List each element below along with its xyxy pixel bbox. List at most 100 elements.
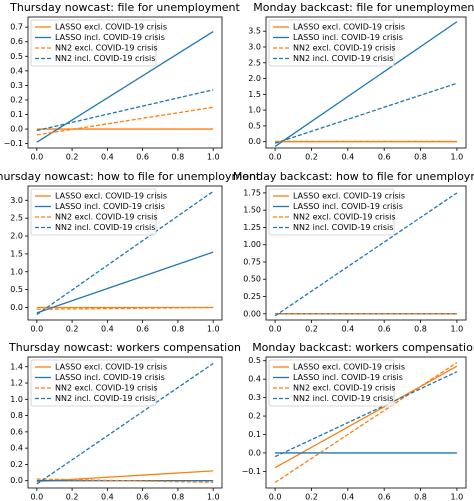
series-line — [274, 21, 458, 147]
series-line — [274, 361, 458, 484]
x-tick-label: 0.4 — [341, 153, 354, 162]
x-tick-label: 0.0 — [30, 153, 43, 162]
y-tick-label: 0.4 — [10, 66, 23, 75]
x-tick-label: 1.0 — [451, 153, 464, 162]
x-tick-label: 1.0 — [451, 493, 464, 501]
x-tick-label: 0.6 — [378, 493, 391, 501]
series-line — [36, 470, 214, 483]
series-line — [36, 478, 214, 483]
x-tick-label: 0.8 — [172, 493, 185, 501]
y-tick-label: 2.0 — [248, 74, 261, 83]
y-tick-label: 1.0 — [248, 106, 261, 115]
y-tick-label: 1.25 — [243, 223, 261, 232]
legend-label: NN2 excl. COVID-19 crisis — [293, 384, 396, 393]
chart-title: Thursday nowcast: file for unemployment — [9, 1, 240, 14]
legend-label: NN2 incl. COVID-19 crisis — [55, 54, 155, 63]
y-tick-label: 2.5 — [10, 214, 23, 223]
y-tick-label: 0.0 — [248, 137, 261, 146]
y-tick-label: 1.00 — [243, 240, 261, 249]
chart-title: Thursday nowcast: workers compensation — [8, 341, 241, 354]
y-tick-label: 1.5 — [248, 90, 261, 99]
y-tick-label: 1.50 — [243, 206, 261, 215]
x-tick-label: 0.4 — [101, 325, 114, 334]
legend-box — [268, 188, 395, 236]
x-tick-label: 0.2 — [305, 493, 318, 501]
legend-label: NN2 excl. COVID-19 crisis — [55, 213, 158, 222]
y-tick-label: 0.7 — [10, 23, 23, 32]
y-tick-label: 1.2 — [10, 379, 23, 388]
y-tick-label: 0.0 — [10, 303, 23, 312]
x-tick-label: 0.6 — [136, 153, 149, 162]
y-tick-label: 1.4 — [10, 362, 23, 371]
legend-label: LASSO incl. COVID-19 crisis — [293, 373, 403, 382]
y-tick-label: 0.0 — [10, 125, 23, 134]
x-tick-label: 1.0 — [207, 493, 220, 501]
y-tick-label: 0.0 — [10, 476, 23, 485]
y-tick-label: 0.6 — [10, 37, 23, 46]
legend-label: NN2 incl. COVID-19 crisis — [55, 223, 155, 232]
legend-label: LASSO excl. COVID-19 crisis — [55, 23, 167, 32]
y-tick-label: 3.0 — [248, 42, 261, 51]
x-tick-label: 0.0 — [269, 325, 282, 334]
x-tick-label: 0.4 — [101, 153, 114, 162]
chart-title: Monday backcast: file for unemployment — [253, 1, 474, 14]
x-tick-label: 0.2 — [66, 325, 79, 334]
legend-label: LASSO excl. COVID-19 crisis — [293, 192, 405, 201]
y-tick-label: 0.8 — [10, 411, 23, 420]
y-tick-label: 0.3 — [248, 393, 261, 402]
chart-title: Monday backcast: workers compensation — [252, 341, 474, 354]
y-tick-label: 0.2 — [10, 460, 23, 469]
plot-frame — [27, 356, 223, 489]
y-tick-label: 0.4 — [10, 444, 23, 453]
x-tick-label: 0.0 — [30, 493, 43, 501]
y-tick-label: 1.0 — [10, 395, 23, 404]
x-tick-label: 0.8 — [414, 493, 427, 501]
chart-title: Thursday nowcast: how to file for unempl… — [0, 170, 261, 183]
x-tick-label: 0.6 — [378, 325, 391, 334]
chart-title: Monday backcast: how to file for unemplo… — [233, 170, 474, 183]
y-tick-label: 0.1 — [10, 110, 23, 119]
y-tick-label: −0.1 — [4, 139, 23, 148]
legend-label: NN2 excl. COVID-19 crisis — [293, 213, 396, 222]
y-tick-label: 0.50 — [243, 275, 261, 284]
y-tick-label: 0.3 — [10, 81, 23, 90]
y-tick-label: 0.25 — [243, 292, 261, 301]
plot-frame — [27, 185, 223, 321]
y-tick-label: 2.0 — [10, 232, 23, 241]
plot-frame — [265, 16, 467, 149]
y-tick-label: 0.4 — [248, 375, 261, 384]
y-tick-label: 3.0 — [10, 196, 23, 205]
legend-label: NN2 excl. COVID-19 crisis — [293, 44, 396, 53]
legend-box — [30, 359, 157, 407]
y-tick-label: 0.75 — [243, 257, 261, 266]
series-line — [36, 89, 214, 132]
series-line — [36, 306, 214, 310]
legend-label: NN2 incl. COVID-19 crisis — [293, 223, 393, 232]
x-tick-label: 1.0 — [207, 153, 220, 162]
y-tick-label: 0.5 — [10, 285, 23, 294]
x-tick-label: 0.0 — [269, 153, 282, 162]
y-tick-label: 0.00 — [243, 309, 261, 318]
legend-box — [268, 19, 395, 67]
y-tick-label: 0.5 — [248, 121, 261, 130]
x-tick-label: 0.8 — [172, 153, 185, 162]
plot-frame — [265, 185, 467, 321]
x-tick-label: 0.4 — [341, 493, 354, 501]
legend-label: LASSO excl. COVID-19 crisis — [55, 363, 167, 372]
x-tick-label: 0.8 — [414, 325, 427, 334]
legend-label: LASSO incl. COVID-19 crisis — [55, 202, 165, 211]
x-tick-label: 0.6 — [378, 153, 391, 162]
legend-box — [30, 188, 157, 236]
y-tick-label: 0.2 — [10, 95, 23, 104]
plot-frame — [265, 356, 467, 489]
y-tick-label: 0.2 — [248, 412, 261, 421]
legend-label: NN2 incl. COVID-19 crisis — [55, 394, 155, 403]
legend-label: LASSO excl. COVID-19 crisis — [293, 363, 405, 372]
x-tick-label: 0.2 — [305, 325, 318, 334]
x-tick-label: 1.0 — [207, 325, 220, 334]
x-tick-label: 0.0 — [269, 493, 282, 501]
y-tick-label: 1.0 — [10, 267, 23, 276]
legend-label: LASSO incl. COVID-19 crisis — [55, 373, 165, 382]
x-tick-label: 0.0 — [30, 325, 43, 334]
legend-label: NN2 excl. COVID-19 crisis — [55, 384, 158, 393]
